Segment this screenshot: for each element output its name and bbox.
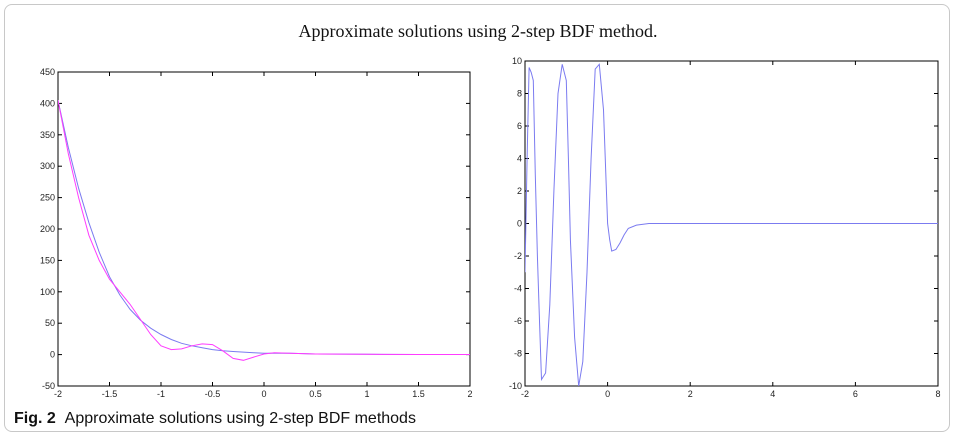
y-tick-label: 200 [40, 224, 55, 234]
x-tick-label: 2 [688, 389, 693, 399]
y-tick-label: 2 [517, 186, 522, 196]
x-tick-label: 0 [261, 389, 266, 399]
y-tick-label: -8 [514, 349, 522, 359]
left-chart: -2 -1.5 -1 -0.5 0 0.5 1 1.5 2 -50 0 50 100 150 200 250 3… [40, 67, 473, 399]
y-tick-label: 50 [45, 318, 55, 328]
series-line-1 [525, 63, 938, 386]
x-tick-label: 0 [605, 389, 610, 399]
figure-frame [4, 4, 950, 432]
figure-title: Approximate solutions using 2-step BDF m… [298, 21, 658, 41]
x-tick-label: 0.5 [309, 389, 322, 399]
x-tick-label: -1 [157, 389, 165, 399]
y-tick-label: 350 [40, 130, 55, 140]
y-tick-label: 100 [40, 287, 55, 297]
x-tick-label: 2 [467, 389, 472, 399]
y-tick-label: -2 [514, 251, 522, 261]
y-tick-label: 300 [40, 161, 55, 171]
y-tick-label: 450 [40, 67, 55, 77]
x-tick-label: -1.5 [102, 389, 118, 399]
y-tick-label: 10 [512, 56, 522, 66]
y-tick-label: 150 [40, 255, 55, 265]
x-tick-label: -2 [521, 389, 529, 399]
y-tick-label: 250 [40, 193, 55, 203]
x-tick-label: 4 [770, 389, 775, 399]
x-tick-label: 6 [853, 389, 858, 399]
right-chart: -2 0 2 4 6 8 -10 -8 -6 -4 -2 0 2 4 6 8 10 [509, 56, 941, 399]
y-tick-label: 8 [517, 89, 522, 99]
plot-area [57, 71, 471, 387]
caption-text: Approximate solutions using 2-step BDF m… [64, 410, 416, 427]
x-tick-label: 1.5 [412, 389, 425, 399]
y-tick-label: 0 [50, 350, 55, 360]
caption-label: Fig. 2 [14, 410, 56, 427]
x-tick-label: 1 [364, 389, 369, 399]
figure-caption: Fig. 2 Approximate solutions using 2-ste… [14, 410, 416, 428]
y-tick-label: 400 [40, 98, 55, 108]
y-tick-label: 6 [517, 121, 522, 131]
y-tick-label: -4 [514, 284, 522, 294]
x-tick-label: -2 [54, 389, 62, 399]
y-tick-label: -10 [509, 381, 522, 391]
series-line-2 [58, 100, 470, 361]
x-tick-label: -0.5 [205, 389, 221, 399]
y-tick-label: 4 [517, 154, 522, 164]
y-tick-label: -50 [42, 381, 55, 391]
x-tick-label: 8 [935, 389, 940, 399]
y-tick-label: 0 [517, 219, 522, 229]
y-tick-label: -6 [514, 316, 522, 326]
